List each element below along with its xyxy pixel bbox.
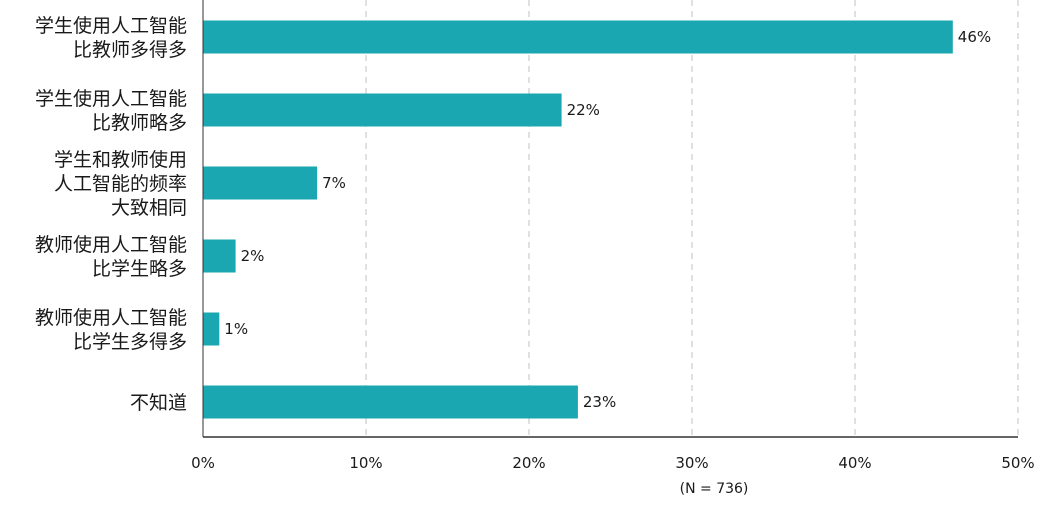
category-label-2: 学生和教师使用人工智能的频率大致相同: [54, 149, 187, 219]
category-label-line: 学生使用人工智能: [35, 15, 187, 37]
bar-2: [203, 166, 318, 200]
bar-3: [203, 239, 236, 273]
data-label-3: 2%: [241, 247, 265, 265]
x-axis: 0% 10% 20% 30% 40% 50%: [191, 0, 1035, 472]
category-label-0: 学生使用人工智能比教师多得多: [35, 15, 187, 61]
x-tick-label-10: 10%: [349, 454, 382, 472]
category-label-line: 教师使用人工智能: [35, 234, 187, 256]
data-label-1: 22%: [567, 101, 600, 119]
category-label-line: 学生和教师使用: [54, 149, 187, 171]
category-label-line: 学生使用人工智能: [35, 88, 187, 110]
data-label-2: 7%: [322, 174, 346, 192]
x-tick-label-50: 50%: [1001, 454, 1034, 472]
category-label-1: 学生使用人工智能比教师略多: [35, 88, 187, 134]
category-labels: 学生使用人工智能比教师多得多学生使用人工智能比教师略多学生和教师使用人工智能的频…: [35, 15, 187, 414]
x-tick-label-0: 0%: [191, 454, 215, 472]
bar-5: [203, 385, 578, 419]
sample-size-note: (N = 736): [680, 481, 749, 497]
x-tick-label-30: 30%: [675, 454, 708, 472]
category-label-line: 不知道: [130, 392, 187, 414]
bar-4: [203, 312, 220, 346]
bar-0: [203, 20, 953, 54]
x-tick-label-40: 40%: [838, 454, 871, 472]
category-label-line: 比教师多得多: [73, 39, 187, 61]
category-label-line: 比学生略多: [92, 258, 187, 280]
category-label-line: 教师使用人工智能: [35, 307, 187, 329]
category-label-line: 比学生多得多: [73, 331, 187, 353]
bar-1: [203, 93, 562, 127]
bars: 46% 22% 7% 2% 1% 23%: [203, 20, 991, 419]
x-tick-label-20: 20%: [512, 454, 545, 472]
grid-lines: [365, 0, 1019, 437]
data-label-4: 1%: [224, 320, 248, 338]
category-label-5: 不知道: [130, 392, 187, 414]
category-label-4: 教师使用人工智能比学生多得多: [35, 307, 187, 353]
category-label-3: 教师使用人工智能比学生略多: [35, 234, 187, 280]
data-label-0: 46%: [958, 28, 991, 46]
category-label-line: 人工智能的频率: [54, 173, 187, 195]
data-label-5: 23%: [583, 393, 616, 411]
category-label-line: 比教师略多: [92, 112, 187, 134]
category-label-line: 大致相同: [111, 197, 187, 219]
